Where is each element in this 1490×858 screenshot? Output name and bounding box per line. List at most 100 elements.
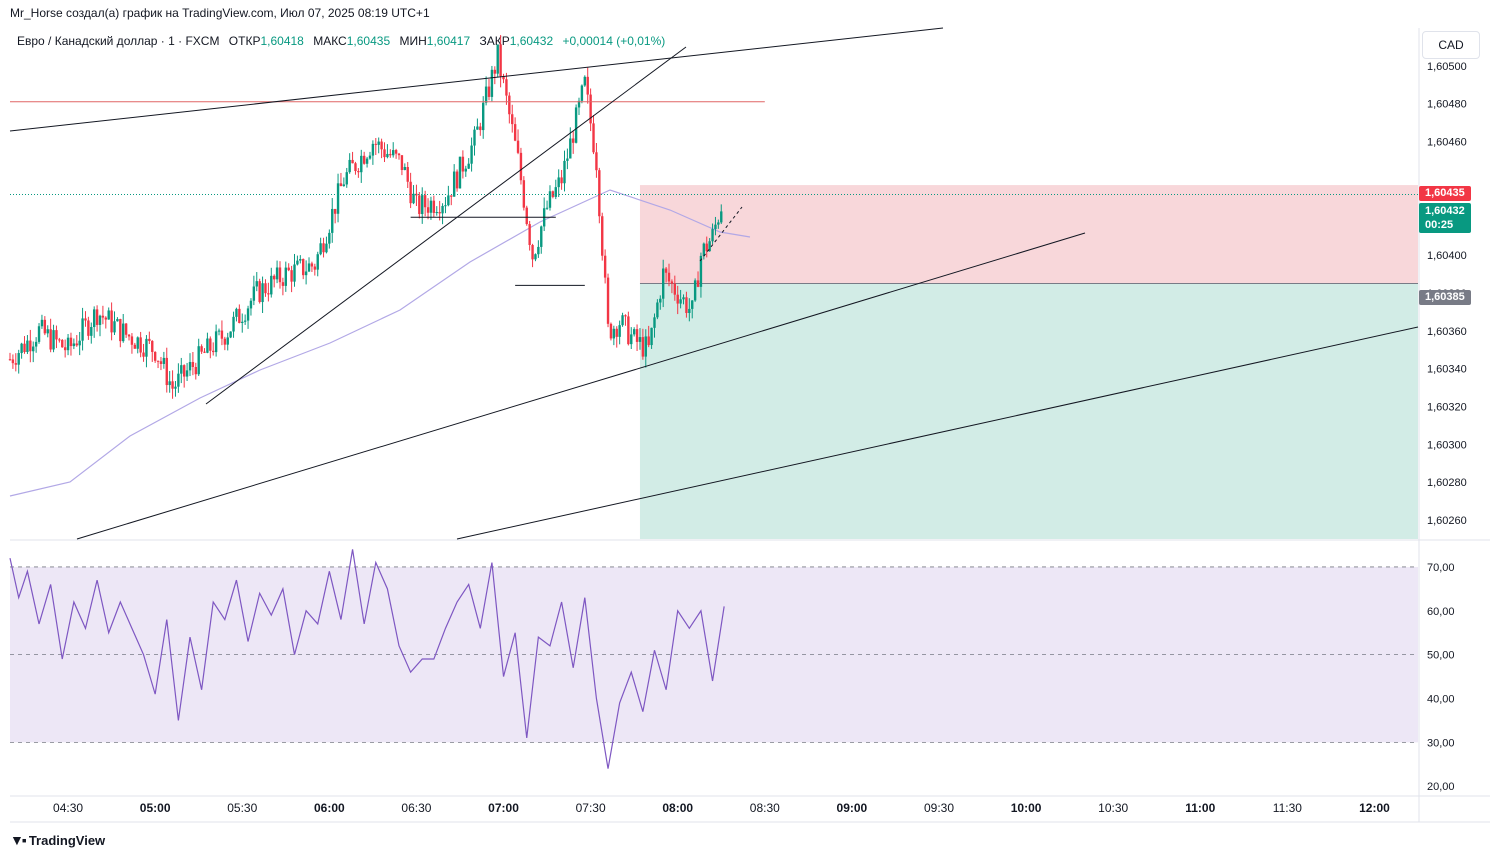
symbol-name[interactable]: Евро / Канадский доллар · 1 · FXCM bbox=[17, 34, 220, 48]
candle-body bbox=[525, 207, 528, 225]
candle-body bbox=[220, 330, 224, 339]
candle-body bbox=[415, 193, 418, 196]
candle-body bbox=[104, 317, 108, 320]
candle-body bbox=[397, 153, 401, 156]
candle-body bbox=[595, 152, 598, 171]
candle-body bbox=[72, 343, 76, 347]
candle-body bbox=[487, 86, 491, 97]
candle-body bbox=[612, 328, 616, 339]
candle-body bbox=[392, 150, 395, 156]
candle-body bbox=[499, 44, 502, 77]
candle-body bbox=[705, 243, 708, 252]
candle-body bbox=[502, 76, 505, 80]
time-tick-label: 06:30 bbox=[401, 801, 431, 815]
candle-body bbox=[145, 338, 148, 357]
price-tick-label: 1,60460 bbox=[1427, 137, 1467, 149]
high-price-tag: 1,60435 bbox=[1419, 186, 1471, 201]
candle-body bbox=[426, 207, 430, 213]
candle-body bbox=[84, 318, 87, 321]
close-value: 1,60432 bbox=[509, 34, 554, 48]
candle-body bbox=[400, 155, 404, 170]
candle-body bbox=[638, 337, 642, 342]
candle-body bbox=[267, 293, 270, 295]
open-value: 1,60418 bbox=[260, 34, 304, 48]
candle-body bbox=[522, 180, 526, 208]
price-tick-label: 1,60300 bbox=[1427, 439, 1467, 451]
time-tick-label: 09:30 bbox=[924, 801, 954, 815]
high-value: 1,60435 bbox=[346, 34, 391, 48]
candle-body bbox=[371, 143, 375, 156]
currency-button[interactable]: CAD bbox=[1422, 31, 1480, 59]
candle-body bbox=[159, 361, 163, 364]
candle-body bbox=[278, 267, 282, 283]
candle-body bbox=[409, 181, 412, 204]
candle-body bbox=[75, 343, 78, 346]
candle-body bbox=[43, 319, 47, 334]
candle-body bbox=[246, 308, 250, 321]
candle-body bbox=[52, 330, 55, 350]
candle-body bbox=[46, 329, 49, 334]
candle-body bbox=[360, 155, 363, 173]
candle-body bbox=[34, 341, 38, 347]
candle-body bbox=[351, 159, 354, 164]
candle-body bbox=[377, 141, 380, 145]
candle-body bbox=[423, 195, 427, 208]
tradingview-logo[interactable]: ▼▪ TradingView bbox=[10, 832, 105, 848]
rsi-tick-label: 70,00 bbox=[1427, 562, 1455, 574]
candle-body bbox=[348, 159, 351, 173]
candle-body bbox=[235, 308, 238, 317]
candle-body bbox=[450, 195, 453, 197]
attribution-text: Mr_Horse создал(а) график на TradingView… bbox=[10, 6, 430, 20]
candle-body bbox=[55, 330, 58, 340]
time-tick-label: 07:00 bbox=[488, 801, 519, 815]
candle-body bbox=[180, 365, 183, 374]
candle-body bbox=[168, 381, 171, 386]
candle-body bbox=[362, 155, 366, 164]
candle-body bbox=[95, 309, 99, 325]
candle-body bbox=[8, 359, 12, 361]
candle-body bbox=[165, 357, 168, 386]
candle-body bbox=[609, 323, 613, 339]
rsi-tick-label: 60,00 bbox=[1427, 606, 1455, 618]
moving-average-line bbox=[9, 189, 751, 497]
candle-body bbox=[92, 309, 96, 328]
candle-body bbox=[403, 167, 407, 170]
candle-body bbox=[589, 94, 592, 124]
candle-body bbox=[287, 267, 290, 271]
candle-body bbox=[197, 346, 200, 375]
rsi-tick-label: 40,00 bbox=[1427, 694, 1455, 706]
rsi-tick-label: 30,00 bbox=[1427, 737, 1455, 749]
candle-body bbox=[386, 153, 389, 158]
candle-body bbox=[313, 266, 317, 270]
candle-body bbox=[476, 126, 479, 130]
tradingview-mark-icon: ▼▪ bbox=[10, 832, 27, 848]
candle-body bbox=[670, 281, 674, 284]
candle-body bbox=[606, 277, 610, 324]
time-tick-label: 12:00 bbox=[1359, 801, 1390, 815]
candle-body bbox=[290, 270, 293, 282]
candle-body bbox=[598, 170, 601, 217]
candle-body bbox=[383, 149, 386, 158]
candle-body bbox=[217, 330, 221, 332]
candle-body bbox=[191, 362, 195, 367]
candle-body bbox=[661, 268, 665, 299]
candle-body bbox=[429, 200, 433, 213]
candle-body bbox=[194, 366, 197, 375]
candle-body bbox=[252, 286, 256, 301]
countdown-value: 00:25 bbox=[1425, 219, 1454, 231]
rsi-tick-label: 20,00 bbox=[1427, 781, 1455, 793]
candle-body bbox=[664, 268, 668, 273]
candle-body bbox=[116, 319, 119, 322]
last-price-tag: 1,60432 00:25 bbox=[1419, 203, 1471, 233]
candle-body bbox=[513, 124, 517, 141]
candle-body bbox=[156, 360, 160, 362]
candle-body bbox=[345, 172, 348, 185]
candle-body bbox=[490, 69, 494, 97]
candle-body bbox=[519, 152, 523, 181]
candle-body bbox=[293, 264, 296, 282]
candle-body bbox=[592, 123, 595, 153]
candle-body bbox=[482, 102, 485, 131]
low-label: МИН bbox=[399, 34, 427, 48]
candle-body bbox=[122, 323, 125, 342]
